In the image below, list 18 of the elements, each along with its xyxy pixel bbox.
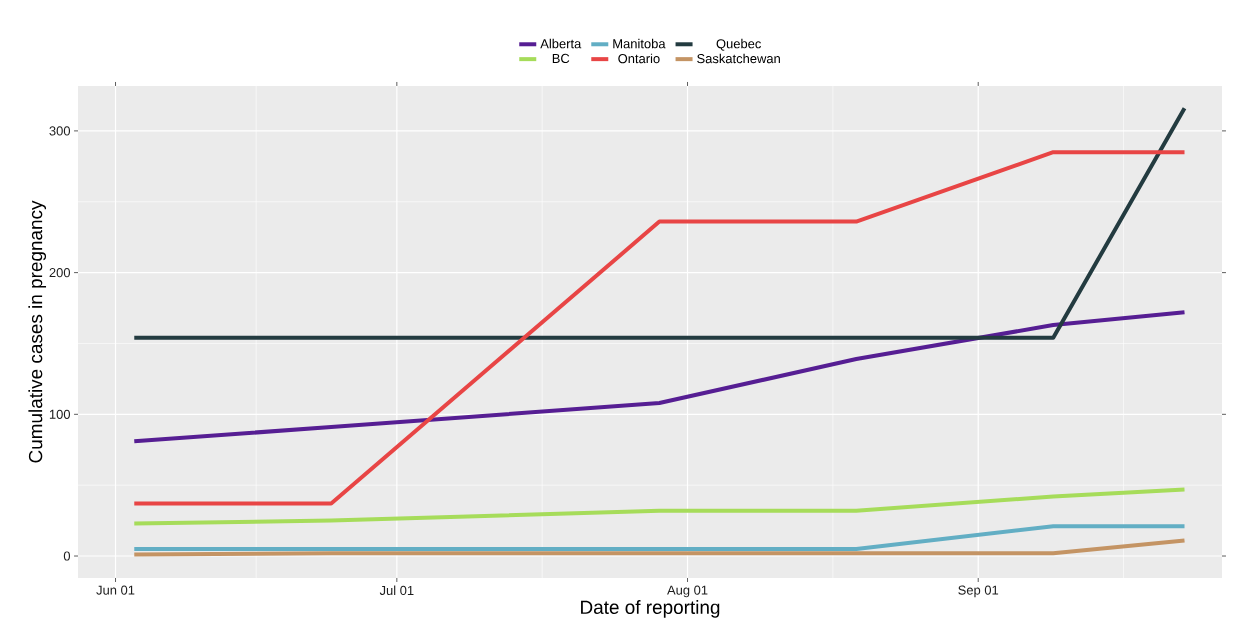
y-tick-label: 0 xyxy=(63,551,71,561)
y-axis-title: Cumulative cases in pregnancy xyxy=(28,200,47,463)
line-series xyxy=(132,487,1187,526)
y-tick-label: 200 xyxy=(49,268,71,278)
legend-label: Manitoba xyxy=(613,38,666,49)
line-series xyxy=(132,310,1187,444)
y-tick-label: 100 xyxy=(49,409,71,419)
legend-label: Alberta xyxy=(540,38,582,49)
y-tick-label: 300 xyxy=(49,126,71,136)
x-axis-title: Date of reporting xyxy=(581,600,720,618)
x-tick-label: Jul 01 xyxy=(379,585,414,596)
legend-label: Saskatchewan xyxy=(697,53,780,64)
legend-label: Quebec xyxy=(716,38,761,51)
x-tick-label: Jun 01 xyxy=(96,585,135,595)
x-tick-label: Aug 01 xyxy=(667,585,708,598)
x-tick-label: Sep 01 xyxy=(958,585,999,598)
legend-label: Ontario xyxy=(618,53,660,64)
legend-label: BC xyxy=(552,53,570,64)
